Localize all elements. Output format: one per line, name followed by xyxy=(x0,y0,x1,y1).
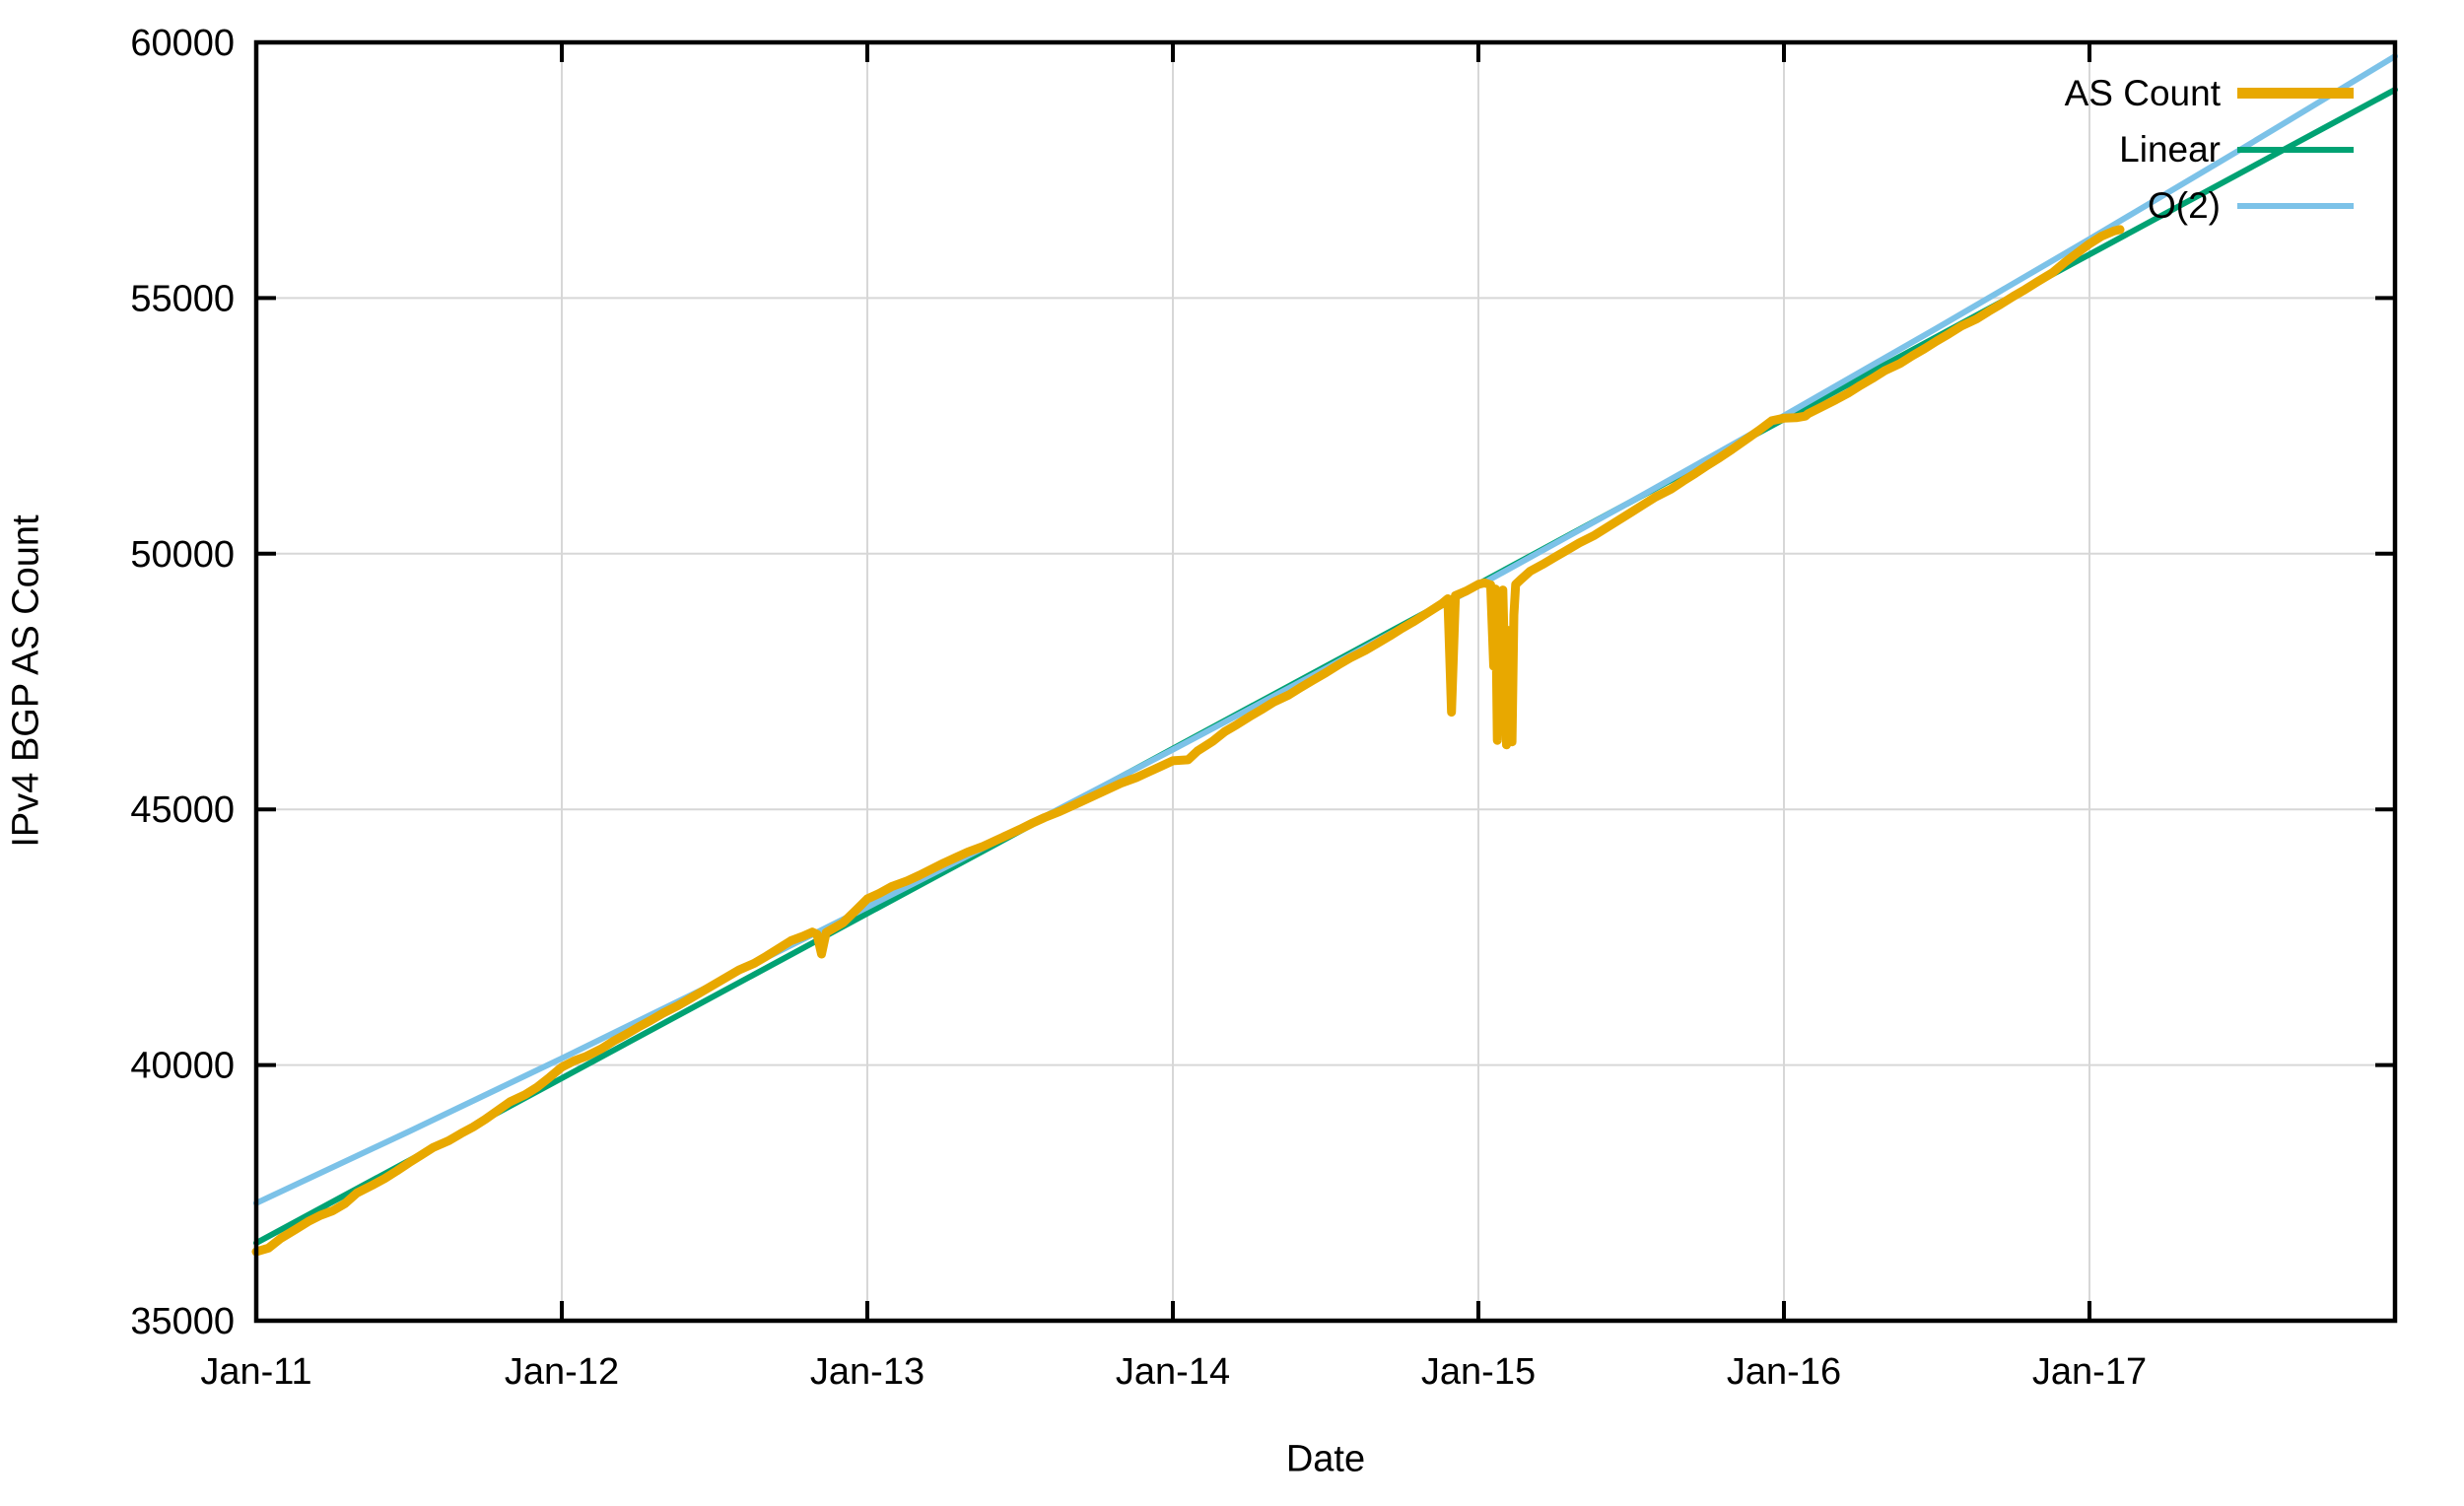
svg-text:35000: 35000 xyxy=(130,1301,235,1342)
legend-label-linear: Linear xyxy=(2119,128,2221,170)
legend-label-as-count: AS Count xyxy=(2064,72,2221,113)
svg-text:Jan-14: Jan-14 xyxy=(1116,1351,1230,1393)
svg-text:Jan-11: Jan-11 xyxy=(200,1351,311,1393)
svg-text:50000: 50000 xyxy=(130,534,235,576)
svg-text:40000: 40000 xyxy=(130,1046,235,1087)
legend-item-linear: Linear xyxy=(2065,121,2354,177)
svg-text:Jan-16: Jan-16 xyxy=(1727,1351,1841,1393)
svg-text:Jan-12: Jan-12 xyxy=(505,1351,619,1393)
legend-key-as-count xyxy=(2237,88,2354,99)
svg-text:Jan-13: Jan-13 xyxy=(810,1351,924,1393)
legend-item-as-count: AS Count xyxy=(2065,65,2354,121)
y-axis-title: IPv4 BGP AS Count xyxy=(5,514,47,848)
svg-text:Jan-15: Jan-15 xyxy=(1421,1351,1536,1393)
svg-text:60000: 60000 xyxy=(130,23,235,64)
x-axis-title: Date xyxy=(1285,1438,1366,1480)
legend-key-linear xyxy=(2237,146,2354,153)
legend-item-o2: O(2) xyxy=(2065,177,2354,234)
svg-text:Jan-17: Jan-17 xyxy=(2032,1351,2147,1393)
legend-label-o2: O(2) xyxy=(2148,184,2221,226)
svg-text:55000: 55000 xyxy=(130,278,235,319)
svg-text:45000: 45000 xyxy=(130,789,235,831)
legend-key-o2 xyxy=(2237,202,2354,209)
legend: AS Count Linear O(2) xyxy=(2065,65,2354,234)
